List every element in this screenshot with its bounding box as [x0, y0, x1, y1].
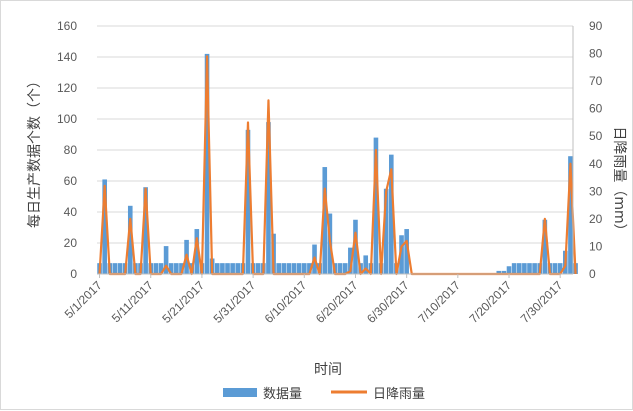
x-tick-label: 7/20/2017 [466, 278, 514, 326]
bar [179, 263, 184, 274]
bar-series-data-count [97, 53, 578, 275]
y-tick-label-left: 40 [64, 205, 78, 219]
bar [322, 167, 328, 274]
bar [348, 247, 353, 274]
y-axis-left-title: 每日生产数据个数（个） [27, 74, 43, 228]
x-tick-label: 5/21/2017 [159, 278, 207, 326]
legend: 数据量 日降雨量 [223, 387, 425, 402]
bar [112, 263, 118, 274]
bar [127, 205, 133, 274]
x-tick-label: 6/10/2017 [262, 278, 310, 326]
y-tick-label-right: 60 [589, 102, 603, 116]
legend-label-data-count: 数据量 [263, 387, 302, 402]
bar [153, 263, 159, 274]
bar [363, 255, 369, 274]
y-tick-label-right: 50 [589, 129, 603, 143]
bar [143, 187, 148, 274]
y-tick-label-left: 140 [57, 50, 77, 64]
y-tick-label-left: 160 [57, 19, 77, 33]
bar [225, 263, 230, 274]
x-axis-title: 时间 [314, 362, 342, 378]
bar [404, 229, 409, 274]
bar [532, 263, 537, 274]
y-tick-label-left: 20 [64, 236, 78, 250]
y-tick-label-right: 10 [589, 239, 603, 253]
bar [117, 263, 123, 274]
bar [353, 219, 358, 274]
y-tick-label-right: 30 [589, 184, 603, 198]
y-tick-label-left: 120 [57, 81, 77, 95]
bar [220, 263, 225, 274]
bar [373, 137, 379, 274]
bar [174, 263, 179, 274]
legend-swatch-data-count [223, 388, 257, 397]
x-tick-label: 6/20/2017 [313, 278, 361, 326]
bar [383, 188, 389, 274]
bar [522, 263, 527, 274]
bar [163, 246, 169, 274]
bar [194, 229, 200, 274]
bar [388, 154, 394, 274]
bar [245, 129, 251, 274]
x-tick-label: 5/1/2017 [62, 278, 105, 321]
bar [204, 53, 210, 275]
bar [516, 263, 522, 274]
bar [307, 263, 312, 274]
x-tick-label: 5/31/2017 [211, 278, 259, 326]
bar [557, 263, 563, 274]
y-axis-right-title: 日降雨量（mm） [611, 126, 627, 237]
bar [214, 263, 220, 274]
x-tick-label: 6/30/2017 [364, 278, 412, 326]
bar [255, 263, 261, 274]
x-axis-ticks: 5/1/2017 5/11/2017 5/21/2017 5/31/2017 6/10/… [62, 274, 566, 326]
bar [266, 122, 271, 274]
y-tick-label-left: 100 [57, 112, 77, 126]
bar [158, 263, 164, 274]
bar [230, 263, 235, 274]
y-tick-label-right: 90 [589, 19, 603, 33]
bar [542, 219, 548, 274]
bar [342, 263, 348, 274]
axes [97, 26, 574, 275]
bar [296, 263, 302, 274]
y-tick-label-right: 70 [589, 74, 603, 88]
y-tick-label-right: 20 [589, 212, 603, 226]
rainfall-line [98, 55, 577, 276]
bar [102, 179, 107, 274]
bar [496, 270, 502, 274]
bar [501, 270, 507, 274]
bar [281, 263, 287, 274]
y-tick-label-right: 80 [589, 47, 603, 61]
bar [552, 263, 558, 274]
bar [235, 263, 241, 274]
y-tick-label-left: 0 [70, 267, 77, 281]
bar [276, 263, 282, 274]
bar [399, 235, 404, 274]
bar [511, 263, 517, 274]
y-tick-label-right: 40 [589, 157, 603, 171]
bar [291, 263, 297, 274]
bar [168, 263, 174, 274]
bar [527, 263, 532, 274]
bar [506, 266, 512, 274]
bar [301, 263, 307, 274]
x-tick-label: 7/30/2017 [518, 278, 566, 326]
y-tick-label-left: 80 [64, 143, 78, 157]
bar [568, 156, 573, 274]
y-axis-left-ticks: 0 20 40 60 80 100 120 140 160 [57, 19, 77, 281]
y-axis-right-ticks: 0 10 20 30 40 50 60 70 80 90 [589, 19, 603, 281]
gridlines [97, 25, 573, 244]
y-tick-label-left: 60 [64, 174, 78, 188]
x-tick-label: 5/11/2017 [109, 278, 156, 325]
legend-label-rainfall: 日降雨量 [373, 387, 425, 402]
y-tick-label-right: 0 [589, 267, 596, 281]
bar [286, 263, 292, 274]
line-series-rainfall [98, 55, 577, 276]
x-tick-label: 7/10/2017 [415, 278, 463, 326]
bar [337, 263, 343, 274]
